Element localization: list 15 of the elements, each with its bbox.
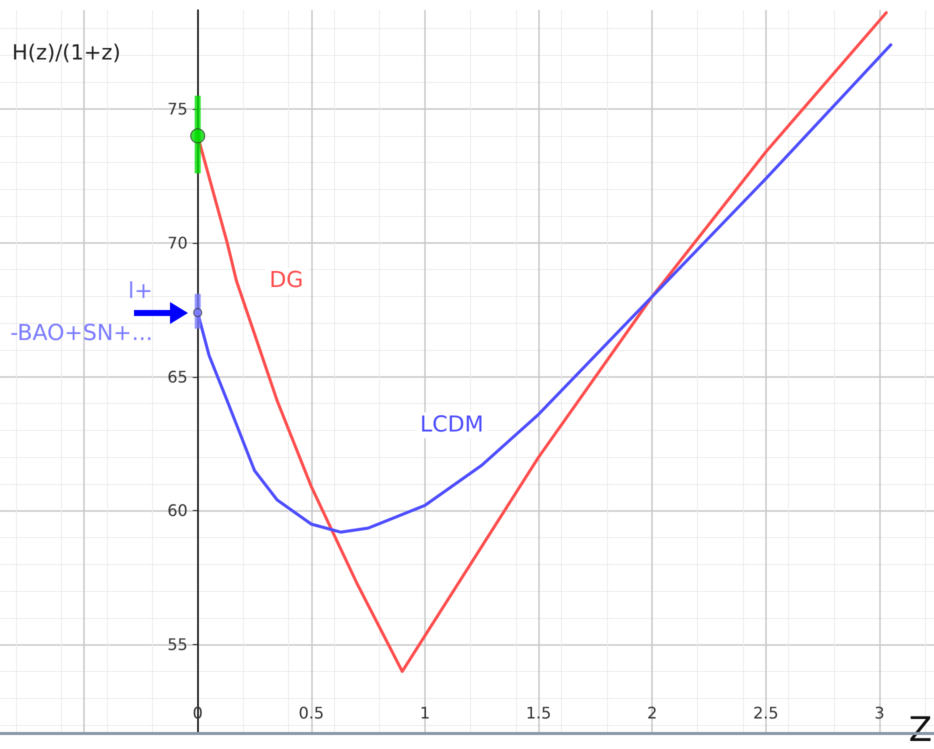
x-tick-label: 2 xyxy=(647,704,658,722)
annotation: l+ -BAO+SN+... xyxy=(10,279,153,346)
y-tick-label: 75 xyxy=(167,100,188,119)
y-tick-label: 70 xyxy=(167,233,188,252)
y-tick-label: 65 xyxy=(167,367,188,386)
x-tick-label: 1.5 xyxy=(526,704,552,722)
x-tick-label: 2.5 xyxy=(753,704,779,722)
y-axis-title: H(z)/(1+z) xyxy=(12,40,121,64)
x-tick-label: 0.5 xyxy=(298,704,324,722)
x-tick-label: 3 xyxy=(874,704,885,722)
y-tick-label: 55 xyxy=(167,635,188,654)
x-tick-label: 1 xyxy=(420,704,430,722)
series-label: LCDM xyxy=(420,412,484,438)
series-label: DG xyxy=(269,268,304,293)
y-tick-label: 60 xyxy=(167,501,188,520)
